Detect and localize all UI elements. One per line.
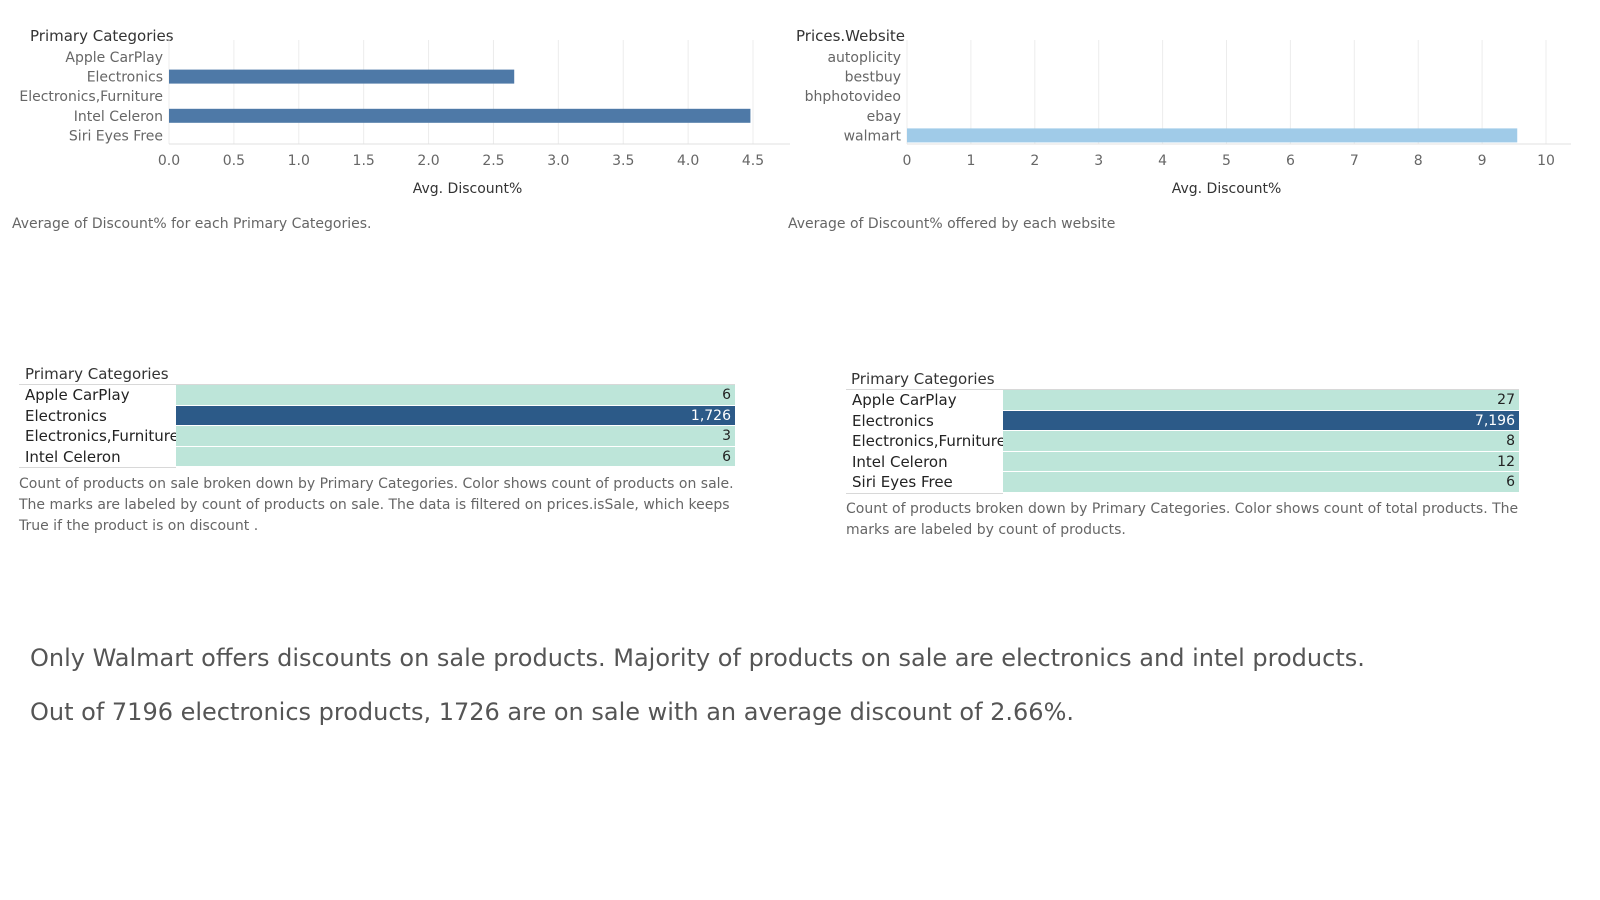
category-label: autoplicity	[827, 50, 901, 66]
x-tick-label: 0.5	[223, 153, 245, 169]
x-tick-label: 1	[966, 153, 975, 169]
table-cell: 12	[1003, 451, 1519, 472]
table-cell-value: 6	[722, 448, 731, 465]
x-tick-label: 10	[1537, 153, 1555, 169]
table-row-label: Electronics,Furniture	[25, 427, 179, 446]
x-tick-label: 6	[1286, 153, 1295, 169]
table-cell: 6	[176, 385, 735, 405]
table-row-label: Electronics	[25, 406, 107, 425]
table-cell-value: 27	[1497, 392, 1515, 408]
table1-caption: Count of products on sale broken down by…	[19, 476, 734, 534]
table-bottom-divider	[19, 467, 176, 469]
x-tick-label: 0	[903, 153, 912, 169]
x-tick-label: 2.0	[417, 153, 439, 169]
x-tick-label: 2	[1030, 153, 1039, 169]
category-label: ebay	[867, 109, 901, 125]
table-cell: 6	[1003, 472, 1519, 492]
chart2-row-header: Prices.Website	[796, 27, 905, 45]
insight-line-1: Only Walmart offers discounts on sale pr…	[30, 644, 1365, 672]
table-cell-value: 12	[1497, 453, 1515, 470]
table-header-divider	[19, 384, 735, 385]
table-row-label: Intel Celeron	[25, 447, 121, 466]
table-row-label: Apple CarPlay	[25, 386, 130, 404]
table-cell: 3	[176, 426, 735, 446]
table-cell: 7,196	[1003, 410, 1519, 431]
chart-discount-by-website: autoplicity bestbuy bhphotovideo ebay walmar…	[805, 40, 1571, 197]
x-tick-label: 5	[1222, 153, 1231, 169]
category-label: Intel Celeron	[74, 109, 163, 125]
table1-row-header: Primary Categories	[25, 365, 169, 383]
x-tick-label: 8	[1414, 153, 1423, 169]
table-cell-value: 1,726	[690, 407, 731, 424]
x-tick-label: 2.5	[482, 153, 504, 169]
category-label: Electronics,Furniture	[19, 89, 163, 105]
table-cell-value: 6	[1506, 474, 1515, 491]
table-cell-value: 7,196	[1474, 412, 1515, 429]
table-cell: 1,726	[176, 405, 735, 426]
insight-line-2: Out of 7196 electronics products, 1726 a…	[30, 698, 1075, 726]
x-tick-label: 4.5	[742, 153, 764, 169]
x-tick-label: 0.0	[158, 153, 180, 169]
table-row-label: Siri Eyes Free	[852, 473, 953, 492]
table-cell-value: 6	[722, 387, 731, 403]
category-label: bestbuy	[845, 70, 901, 86]
x-tick-label: 4	[1158, 153, 1167, 169]
table-cell-value: 3	[722, 428, 731, 445]
table-row-label: Intel Celeron	[852, 452, 948, 471]
category-label: Siri Eyes Free	[69, 128, 163, 144]
table2-row-header: Primary Categories	[851, 370, 995, 388]
x-tick-label: 1.0	[288, 153, 310, 169]
x-axis-title: Avg. Discount%	[1172, 181, 1282, 197]
bar-intel-celeron	[169, 108, 751, 123]
x-tick-label: 7	[1350, 153, 1359, 169]
table-cell: 6	[176, 446, 735, 467]
category-label: Apple CarPlay	[65, 50, 163, 66]
table-cell: 27	[1003, 390, 1519, 410]
x-tick-label: 3.0	[547, 153, 569, 169]
table-bottom-divider	[846, 493, 1003, 494]
table-row-label: Electronics	[852, 411, 934, 430]
bar-walmart	[907, 128, 1518, 143]
x-tick-label: 1.5	[353, 153, 375, 169]
table-cell-value: 8	[1506, 433, 1515, 450]
x-tick-label: 9	[1478, 153, 1487, 169]
chart1-caption: Average of Discount% for each Primary Ca…	[12, 216, 372, 232]
chart2-caption: Average of Discount% offered by each web…	[788, 216, 1116, 232]
table-row-label: Apple CarPlay	[852, 391, 957, 409]
x-tick-label: 3	[1094, 153, 1103, 169]
table2-caption: Count of products broken down by Primary…	[846, 501, 1519, 538]
table-header-divider	[846, 389, 1519, 390]
chart1-row-header: Primary Categories	[30, 27, 174, 45]
table-cell: 8	[1003, 431, 1519, 451]
bar-electronics	[169, 69, 515, 84]
x-tick-label: 4.0	[677, 153, 699, 169]
table-row-label: Electronics,Furniture	[852, 432, 1006, 451]
category-label: walmart	[844, 128, 902, 144]
x-tick-label: 3.5	[612, 153, 634, 169]
category-label: bhphotovideo	[805, 89, 901, 105]
chart-discount-by-category: Apple CarPlay Electronics Electronics,Furn…	[19, 40, 790, 197]
x-axis-title: Avg. Discount%	[413, 181, 523, 197]
category-label: Electronics	[87, 70, 163, 86]
